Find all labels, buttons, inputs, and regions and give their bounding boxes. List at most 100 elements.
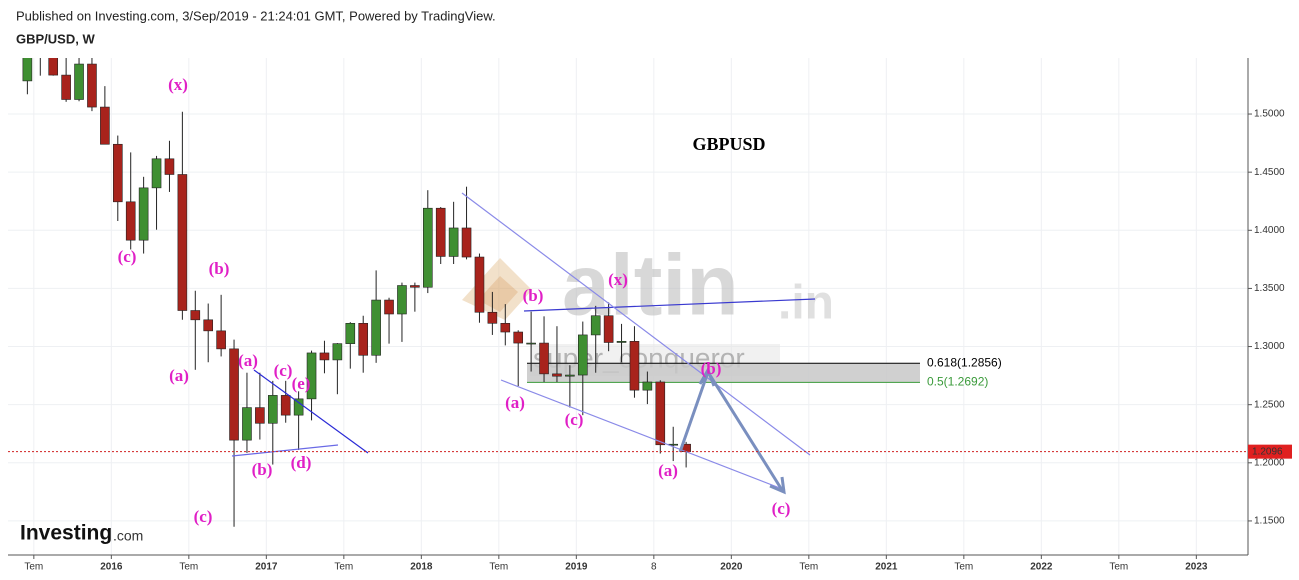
candle-body <box>319 352 330 361</box>
candle-body <box>487 311 498 324</box>
fib-label: 0.618(1.2856) <box>927 355 1002 369</box>
candle-body <box>242 407 252 441</box>
wave-label: (x) <box>608 270 628 289</box>
wave-label: (a) <box>169 366 189 385</box>
wave-label: (a) <box>505 393 525 412</box>
candle-body <box>629 341 640 391</box>
candle-body <box>138 187 149 241</box>
y-tick-label: 1.5000 <box>1254 109 1285 120</box>
x-tick-label: 2022 <box>1030 562 1053 573</box>
x-tick-label: 2021 <box>875 562 898 573</box>
trend-line <box>461 192 811 456</box>
candle-body <box>397 285 407 315</box>
wave-label: (c) <box>565 410 584 429</box>
candle-body <box>280 395 291 416</box>
trend-line <box>253 369 369 454</box>
y-tick-label: 1.2000 <box>1254 457 1285 468</box>
candle-body <box>112 143 123 203</box>
arrow-head <box>769 476 786 495</box>
wave-label: (e) <box>292 374 311 393</box>
fib-zone: 0.618(1.2856) 0.5(1.2692) <box>527 355 1002 389</box>
candle-body <box>655 381 666 446</box>
x-tick-label: 8 <box>651 562 657 573</box>
candle-body <box>306 352 317 400</box>
x-tick-label: Tem <box>24 562 43 573</box>
x-tick-label: Tem <box>954 562 973 573</box>
watermark-text: altin <box>562 238 739 334</box>
candle-body <box>642 381 653 391</box>
candle-body <box>164 158 175 175</box>
wave-label: (b) <box>252 460 273 479</box>
candle-body <box>539 342 549 375</box>
wave-label: (a) <box>658 461 678 480</box>
candle-body <box>552 373 562 377</box>
candle-body <box>255 407 265 424</box>
wave-label: (a) <box>238 351 258 370</box>
logo-text: Investing <box>20 522 112 545</box>
x-tick-label: 2017 <box>255 562 278 573</box>
trend-lines <box>231 192 816 495</box>
x-tick-label: Tem <box>489 562 508 573</box>
candle-body <box>410 285 420 288</box>
y-tick-label: 1.4000 <box>1254 225 1285 236</box>
investing-logo: Investing .com <box>20 522 143 545</box>
y-tick-label: 1.3000 <box>1254 341 1285 352</box>
published-note: Published on Investing.com, 3/Sep/2019 -… <box>16 8 496 23</box>
fib-band <box>527 363 920 383</box>
logo-suffix: .com <box>113 528 143 544</box>
trend-line <box>523 298 816 312</box>
candle-body <box>345 322 356 344</box>
candle-body <box>74 63 84 100</box>
candle-body <box>422 207 433 288</box>
y-tick-label: 1.1500 <box>1254 516 1285 527</box>
candle-body <box>100 106 110 145</box>
candle-body <box>125 201 136 241</box>
candle-body <box>603 315 614 343</box>
candle-body <box>513 331 524 344</box>
candle-body <box>267 395 278 424</box>
candle-body <box>435 207 446 257</box>
x-tick-label: Tem <box>334 562 353 573</box>
x-tick-label: Tem <box>1109 562 1128 573</box>
candle-body <box>48 58 59 76</box>
candles <box>22 58 691 527</box>
wave-label: (c) <box>274 361 293 380</box>
candle-body <box>177 174 188 311</box>
fib-label: 0.5(1.2692) <box>927 375 988 389</box>
candle-body <box>87 63 97 108</box>
candle-body <box>61 74 71 100</box>
last-price-label: 1.2096 <box>1252 446 1283 457</box>
wave-label: (b) <box>701 359 722 378</box>
candle-body <box>526 342 536 345</box>
watermark-suffix: .in <box>778 277 834 330</box>
candle-body <box>590 315 601 336</box>
candle-body <box>293 398 304 416</box>
candle-body <box>371 299 381 356</box>
last-price-box <box>1248 444 1292 459</box>
wave-label: (c) <box>194 507 213 526</box>
y-tick-label: 1.4500 <box>1254 167 1285 178</box>
wave-label: (b) <box>209 259 230 278</box>
x-tick-label: Tem <box>179 562 198 573</box>
candle-body <box>151 158 162 189</box>
candle-body <box>216 330 226 350</box>
x-tick-label: 2016 <box>100 562 123 573</box>
x-tick-label: Tem <box>799 562 818 573</box>
y-tick-label: 1.2500 <box>1254 399 1285 410</box>
x-tick-label: 2019 <box>565 562 588 573</box>
candle-body <box>474 256 485 313</box>
wave-label: (d) <box>291 453 312 472</box>
wave-label: (c) <box>118 247 137 266</box>
y-tick-label: 1.3500 <box>1254 283 1285 294</box>
chart-title: GBP/USD, W <box>16 31 95 46</box>
candle-body <box>22 58 33 82</box>
candle-body <box>616 341 627 343</box>
candle-body <box>332 343 343 361</box>
axes: 1.1500 1.2000 1.2500 1.3000 1.3500 1.4000 1.45… <box>8 58 1292 573</box>
candle-body <box>229 348 239 441</box>
trend-line <box>231 444 339 457</box>
candle-body <box>384 299 394 315</box>
candle-body <box>358 322 369 356</box>
